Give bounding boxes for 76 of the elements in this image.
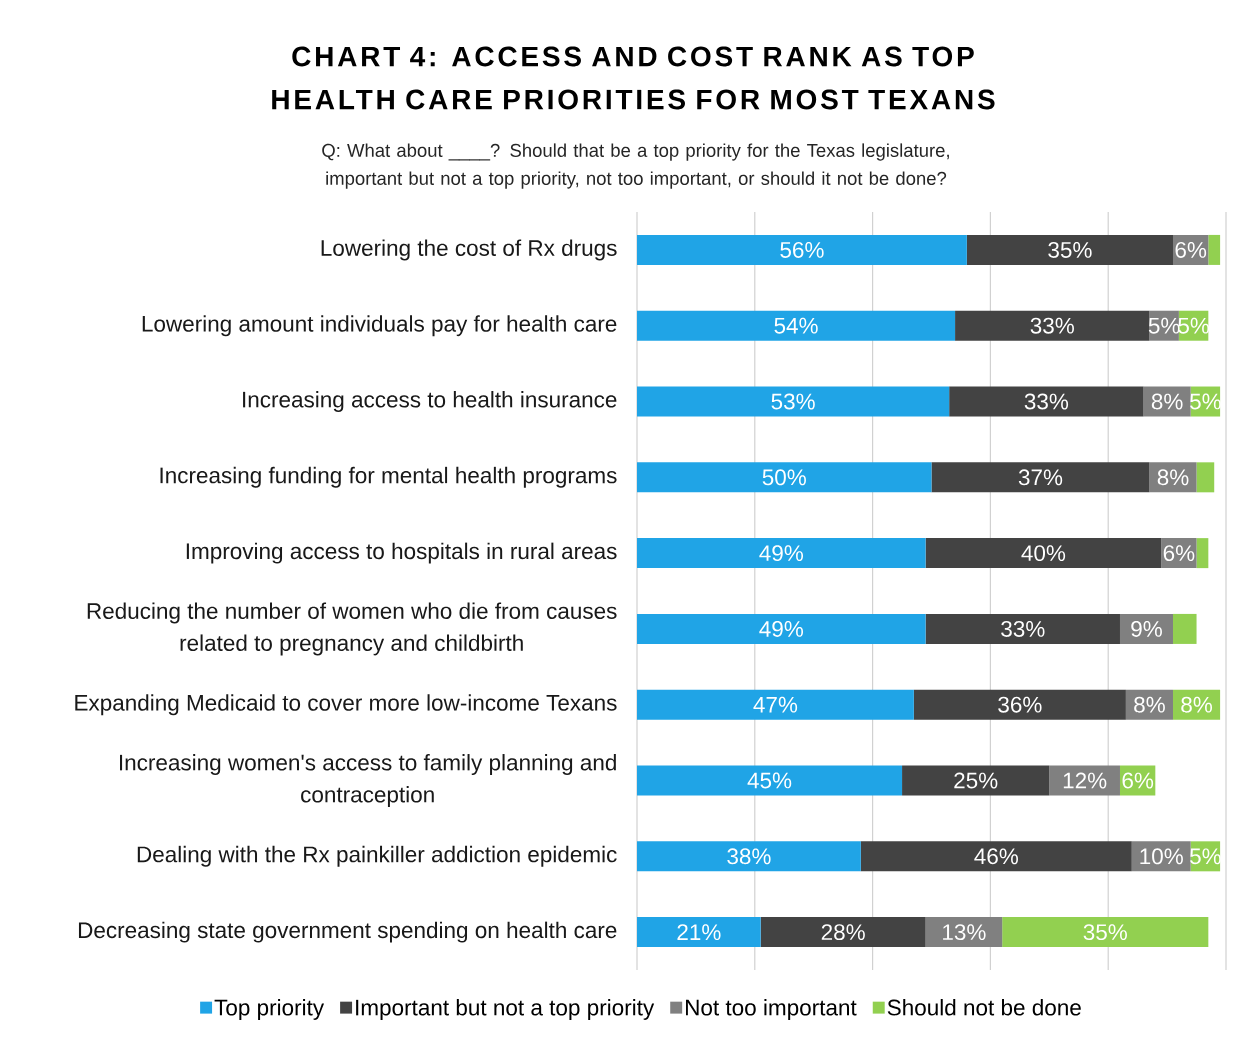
data-label: 6% [1175,241,1207,258]
data-label: 49% [759,545,804,562]
data-label: 46% [974,848,1019,865]
data-label: 10% [1140,848,1183,865]
legend-label: Should not be done [887,999,1081,1016]
bar [1173,613,1197,644]
data-label: 12% [1063,772,1107,789]
bar [637,765,903,796]
data-label: 6% [1163,545,1195,562]
bar [925,538,1162,569]
bar [925,613,1120,644]
data-label: 25% [954,772,998,789]
bar [637,841,861,872]
y-tick-label: Expanding Medicaid to cover more low-income Texans [75,694,617,716]
bar [637,310,956,341]
data-label: 35% [1048,241,1092,258]
data-label: 21% [677,924,721,941]
bar [902,765,1050,796]
y-tick-label: Lowering amount individuals pay for health care [142,315,617,337]
data-label: 8% [1157,469,1189,486]
bar [966,234,1173,265]
bar [637,613,926,644]
data-label: 38% [727,848,771,865]
data-label: 8% [1181,696,1213,713]
bar [1049,765,1120,796]
data-label: 33% [1001,620,1045,637]
bar [1208,234,1221,265]
bar [1196,462,1215,493]
data-label: 8% [1134,696,1165,713]
chart-title: CHART 4: ACCESS AND COST RANK AS TOP HEALTH CARE PRIORITIES FOR MOST TEXANS [272,46,995,110]
data-label: 50% [762,469,806,486]
y-tick-label: Decreasing state government spending on health care [78,921,617,943]
bar [637,234,967,265]
bar [931,462,1150,493]
data-label: 33% [1024,393,1069,410]
legend-label: Not too important [686,999,857,1020]
data-label: 40% [1021,545,1066,562]
data-label: 35% [1083,924,1127,941]
y-tick-label: Reducing the number of women who die from causes related to pregnancy and childbirth [87,602,617,656]
data-label: 37% [1018,469,1063,486]
bar [1196,538,1209,569]
bar [637,538,926,569]
y-tick-label: Lowering the cost of Rx drugs [321,239,617,261]
bar [637,689,914,720]
bar [1149,462,1197,493]
bar [637,462,932,493]
bar [913,689,1126,720]
bar [760,917,926,948]
y-tick-label: Increasing funding for mental health programs [160,466,617,488]
data-label: 8% [1151,393,1183,410]
bar [637,386,950,417]
data-label: 28% [821,924,865,941]
data-label: 36% [998,696,1042,713]
data-label: 6% [1122,772,1154,789]
data-label: 49% [759,620,804,637]
y-tick-label: Dealing with the Rx painkiller addiction epidemic [137,845,617,867]
y-tick-label: Improving access to hospitals in rural areas [186,542,617,564]
legend-label: Top priority [214,999,325,1020]
data-label: 45% [747,772,792,789]
data-label: 56% [780,241,824,258]
bar [925,917,1003,948]
data-label: 13% [943,924,986,941]
data-label: 33% [1030,317,1074,334]
bar [637,917,761,948]
data-label: 53% [771,393,815,410]
data-label: 9% [1131,620,1162,637]
bar [955,310,1150,341]
bar [1002,917,1209,948]
data-label: 47% [753,696,798,713]
legend-label: Important but not a top priority [356,999,655,1020]
data-label: 54% [774,317,818,334]
bar [860,841,1132,872]
y-tick-label: Increasing women's access to family planning and contraception [119,754,616,808]
y-tick-label: Increasing access to health insurance [243,391,617,413]
bar [949,386,1144,417]
chart-subtitle: Q: What about ____? Should that be a top priority for the Texas legislature, important but not a top priority, not too important, or should it not be done? [322,143,949,189]
